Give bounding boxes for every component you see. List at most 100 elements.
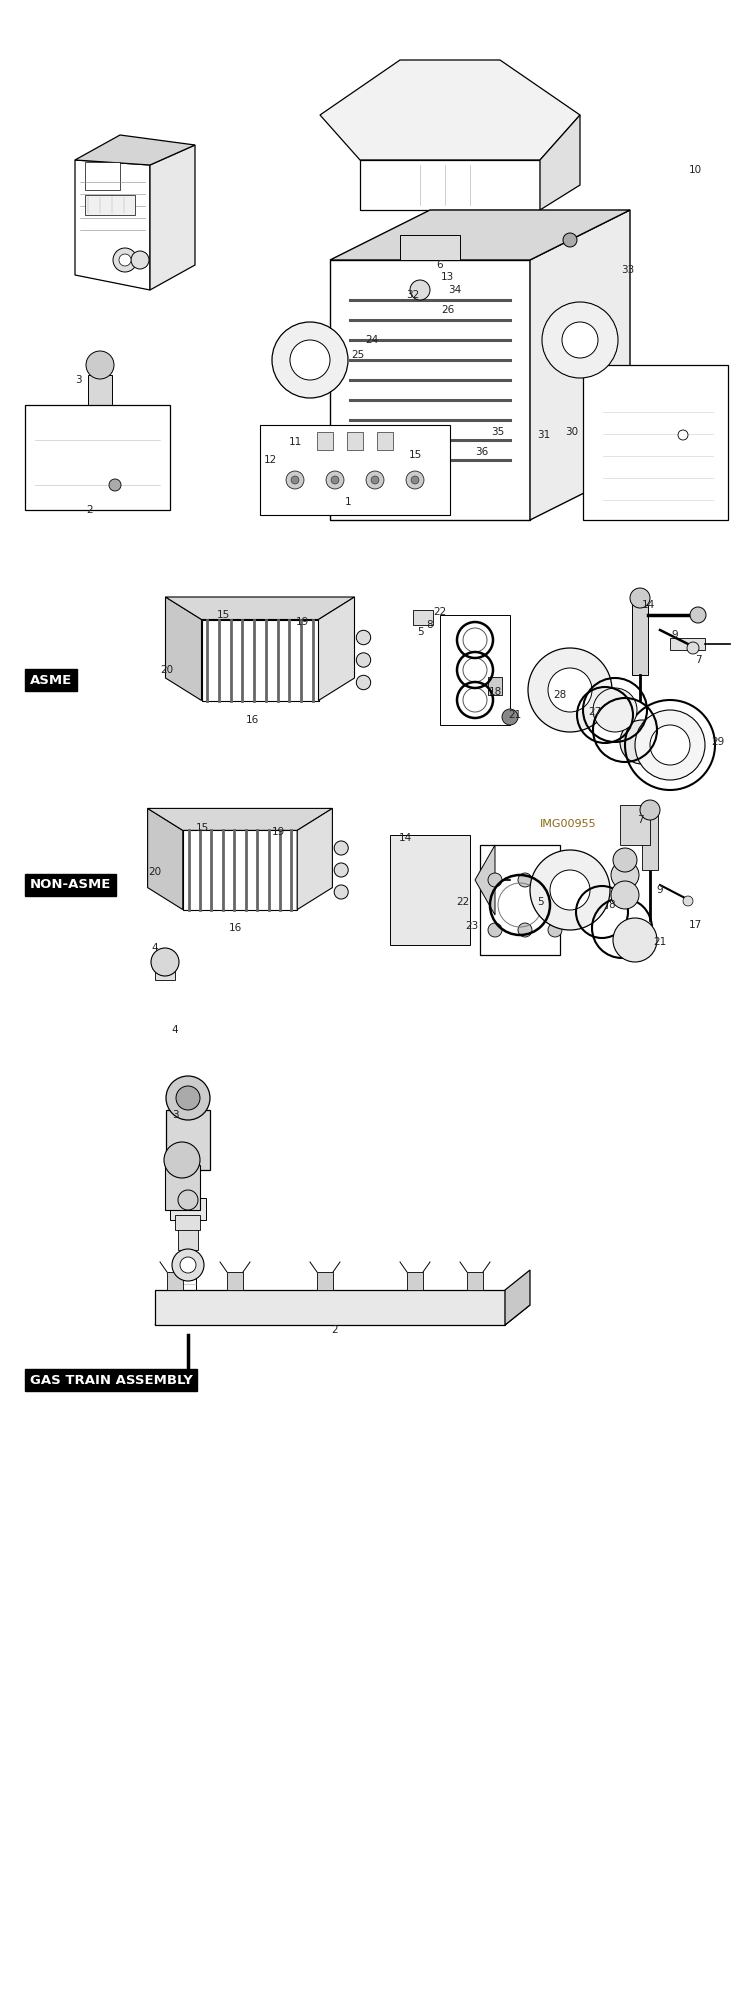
Circle shape: [548, 872, 562, 888]
Circle shape: [86, 352, 114, 380]
Text: 25: 25: [351, 350, 365, 360]
Circle shape: [528, 648, 612, 732]
Bar: [347, 432, 363, 450]
Circle shape: [290, 340, 330, 380]
Text: 13: 13: [441, 272, 453, 282]
Text: 4: 4: [171, 1024, 178, 1036]
Circle shape: [371, 476, 379, 484]
Bar: [178, 1222, 198, 1250]
Text: 1: 1: [344, 496, 351, 506]
Polygon shape: [147, 808, 332, 830]
Text: 16: 16: [245, 716, 259, 724]
Polygon shape: [75, 160, 150, 290]
Circle shape: [613, 918, 657, 962]
Polygon shape: [165, 596, 202, 700]
Circle shape: [334, 862, 348, 878]
Bar: [593, 890, 607, 908]
Circle shape: [180, 1258, 196, 1274]
Text: 17: 17: [688, 920, 702, 930]
Circle shape: [650, 724, 690, 764]
Polygon shape: [330, 260, 530, 520]
Polygon shape: [260, 426, 450, 514]
Circle shape: [166, 1076, 210, 1120]
Polygon shape: [85, 162, 120, 190]
Circle shape: [334, 840, 348, 856]
Text: 14: 14: [399, 832, 411, 844]
Circle shape: [331, 476, 339, 484]
Circle shape: [613, 848, 637, 872]
Text: 19: 19: [296, 616, 308, 628]
Polygon shape: [320, 60, 580, 160]
Circle shape: [488, 924, 502, 936]
Text: 8: 8: [426, 620, 433, 630]
Polygon shape: [319, 596, 354, 700]
Text: 14: 14: [641, 600, 655, 610]
Bar: [670, 638, 705, 650]
Polygon shape: [330, 210, 630, 260]
Bar: [632, 604, 648, 676]
Text: IMG00955: IMG00955: [540, 820, 596, 828]
Circle shape: [411, 476, 419, 484]
Polygon shape: [440, 616, 510, 724]
Bar: [180, 1266, 196, 1300]
Polygon shape: [155, 1290, 505, 1324]
Text: 5: 5: [537, 896, 543, 908]
Polygon shape: [297, 808, 332, 910]
Circle shape: [542, 302, 618, 378]
Polygon shape: [540, 114, 580, 210]
Text: 32: 32: [406, 290, 420, 300]
Circle shape: [131, 250, 149, 268]
Bar: [166, 1110, 210, 1170]
Text: 6: 6: [437, 260, 444, 270]
Circle shape: [690, 608, 706, 624]
Text: 11: 11: [288, 438, 302, 448]
Text: 2: 2: [86, 504, 93, 514]
Circle shape: [410, 280, 430, 300]
Text: 8: 8: [608, 900, 615, 910]
Circle shape: [530, 850, 610, 930]
Circle shape: [562, 322, 598, 358]
Polygon shape: [505, 1270, 530, 1324]
Text: 15: 15: [217, 610, 229, 620]
Circle shape: [151, 948, 179, 976]
Bar: [377, 432, 393, 450]
Circle shape: [620, 720, 664, 764]
Circle shape: [356, 630, 371, 644]
Text: 22: 22: [433, 608, 447, 616]
Bar: [467, 1272, 483, 1290]
Circle shape: [678, 430, 688, 440]
Circle shape: [548, 668, 592, 712]
Circle shape: [178, 1190, 198, 1210]
Bar: [170, 1198, 206, 1220]
Text: 22: 22: [456, 896, 470, 908]
Polygon shape: [175, 1214, 200, 1230]
Bar: [155, 962, 175, 980]
Circle shape: [502, 710, 518, 724]
Circle shape: [286, 470, 304, 488]
Text: 2: 2: [332, 1324, 338, 1336]
Circle shape: [172, 1248, 204, 1282]
Text: 35: 35: [491, 428, 505, 438]
Text: 4: 4: [152, 944, 159, 954]
Text: 20: 20: [160, 664, 174, 676]
Bar: [25, 404, 170, 510]
Text: 18: 18: [488, 688, 502, 698]
Text: 20: 20: [148, 868, 162, 876]
Circle shape: [326, 470, 344, 488]
Circle shape: [366, 470, 384, 488]
Bar: [317, 1272, 333, 1290]
Circle shape: [635, 710, 705, 780]
Text: 29: 29: [711, 736, 725, 746]
Bar: [165, 1164, 200, 1210]
Text: 12: 12: [263, 456, 277, 464]
Polygon shape: [530, 210, 630, 520]
Circle shape: [550, 870, 590, 910]
Text: ASME: ASME: [30, 674, 72, 686]
Circle shape: [109, 478, 121, 490]
Text: 28: 28: [553, 690, 566, 700]
Bar: [167, 1272, 183, 1290]
Circle shape: [119, 254, 131, 266]
Bar: [317, 432, 333, 450]
Text: 3: 3: [74, 376, 81, 384]
Circle shape: [687, 642, 699, 654]
